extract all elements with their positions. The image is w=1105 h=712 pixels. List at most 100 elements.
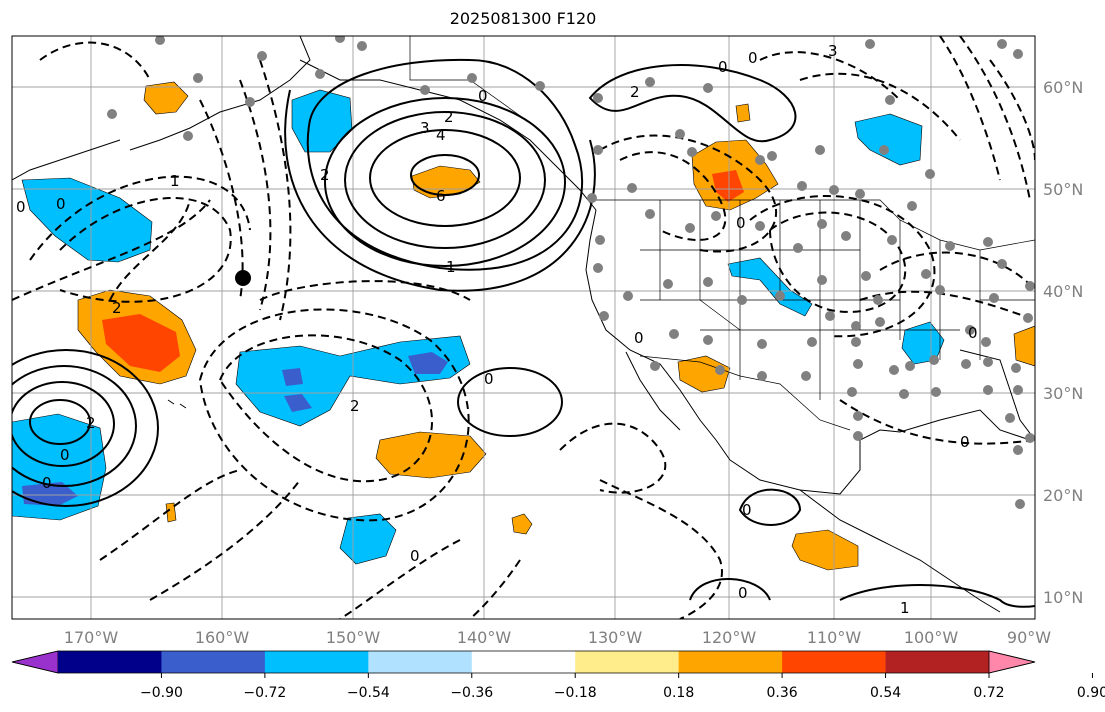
colorbar-tick-label: −0.72 — [243, 685, 286, 701]
latitude-labels: 60°N 50°N 40°N 30°N 20°N 10°N — [1043, 78, 1083, 607]
colorbar-segment — [264, 651, 369, 673]
svg-text:0: 0 — [60, 446, 70, 464]
graticule — [12, 36, 1035, 619]
colorbar-tick-label: −0.36 — [450, 685, 493, 701]
coastlines — [12, 36, 1035, 613]
state-lines — [640, 200, 1035, 400]
shade-orange-region — [165, 502, 177, 523]
colorbar-tick-label: −0.54 — [347, 685, 390, 701]
mexico-gulf-coast — [729, 409, 1031, 495]
lat-label: 50°N — [1043, 180, 1083, 199]
map-title: 2025081300 F120 — [449, 9, 597, 28]
colorbar-ticks: −0.90 −0.72 −0.54 −0.36 −0.18 0.18 0.36 0.54 0.7… — [140, 673, 1105, 701]
colorbar-segment — [782, 651, 887, 673]
shade-blue-region — [339, 513, 397, 565]
svg-text:0: 0 — [56, 195, 66, 213]
lon-label: 160°W — [195, 628, 250, 647]
shade-red-region — [102, 314, 180, 372]
lat-label: 20°N — [1043, 486, 1083, 505]
baja-california — [625, 351, 681, 431]
svg-text:0: 0 — [748, 49, 758, 67]
shade-blue-region — [727, 257, 813, 317]
svg-text:0: 0 — [410, 547, 420, 565]
shade-blue-region — [854, 113, 923, 166]
aleutian-islands — [12, 139, 121, 181]
lon-label: 130°W — [588, 628, 643, 647]
svg-text:2: 2 — [444, 108, 454, 126]
svg-text:0: 0 — [718, 58, 728, 76]
shade-dark-blue-region — [22, 482, 78, 506]
svg-text:1: 1 — [446, 258, 456, 276]
svg-text:0: 0 — [16, 198, 26, 216]
shade-dark-blue-region — [284, 394, 312, 412]
svg-text:1: 1 — [900, 599, 910, 617]
shade-dark-blue-region — [282, 368, 303, 386]
lat-label: 40°N — [1043, 282, 1083, 301]
dashed-contours — [12, 36, 1035, 619]
map-content: 0 2 3 4 6 1 2 2 3 0 0 1 2 0 0 2 0 0 0 0 … — [12, 36, 1035, 619]
shade-orange-region — [735, 103, 751, 123]
colorbar: −0.90 −0.72 −0.54 −0.36 −0.18 0.18 0.36 0.54 0.7… — [11, 650, 1105, 701]
colorbar-segment — [575, 651, 680, 673]
colorbar-segment — [161, 651, 266, 673]
colorbar-segment — [471, 651, 576, 673]
colorbar-extend-max — [988, 650, 1036, 674]
colorbar-tick-label: −0.90 — [140, 685, 183, 701]
colorbar-tick-label: 0.36 — [767, 685, 798, 701]
shade-orange-region — [511, 513, 533, 535]
svg-text:0: 0 — [738, 584, 748, 602]
lon-label: 110°W — [807, 628, 862, 647]
svg-text:0: 0 — [742, 501, 752, 519]
colorbar-segment — [678, 651, 783, 673]
station-dots — [107, 36, 1035, 509]
svg-text:4: 4 — [436, 126, 446, 144]
shade-orange-region — [1013, 325, 1035, 367]
us-canada-border — [596, 199, 1035, 251]
lon-label: 140°W — [457, 628, 512, 647]
svg-text:1: 1 — [170, 172, 180, 190]
shade-orange-region — [143, 81, 189, 115]
colorbar-tick-label: 0.72 — [973, 685, 1004, 701]
lon-label: 100°W — [904, 628, 959, 647]
low-center-marker — [235, 270, 251, 286]
colorbar-extend-min — [11, 650, 59, 674]
lon-label: 150°W — [326, 628, 381, 647]
svg-text:0: 0 — [478, 87, 488, 105]
svg-text:0: 0 — [634, 329, 644, 347]
north-america-west-coast — [585, 209, 731, 461]
lat-label: 10°N — [1043, 588, 1083, 607]
shade-orange-region — [791, 529, 859, 571]
colorbar-tick-label: 0.90 — [1077, 685, 1105, 701]
svg-text:2: 2 — [320, 166, 330, 184]
alaska-coast — [129, 36, 597, 211]
shade-orange-region — [677, 355, 731, 393]
svg-text:2: 2 — [86, 414, 96, 432]
lat-label: 60°N — [1043, 78, 1083, 97]
lon-label: 170°W — [64, 628, 119, 647]
longitude-labels: 170°W 160°W 150°W 140°W 130°W 120°W 110°… — [64, 628, 1051, 647]
solid-contours — [12, 58, 1035, 608]
shade-orange-region — [375, 431, 487, 479]
central-america — [799, 489, 1001, 613]
lon-label: 90°W — [1007, 628, 1051, 647]
boundaries — [409, 36, 1035, 431]
shade-blue-region — [21, 177, 153, 263]
colorbar-tick-label: −0.18 — [554, 685, 597, 701]
shaded-regions — [12, 81, 1035, 571]
svg-text:2: 2 — [630, 83, 640, 101]
lon-label: 120°W — [702, 628, 757, 647]
colorbar-tick-label: 0.18 — [663, 685, 694, 701]
svg-text:0: 0 — [968, 324, 978, 342]
svg-text:0: 0 — [736, 214, 746, 232]
svg-text:0: 0 — [960, 433, 970, 451]
lat-label: 30°N — [1043, 384, 1083, 403]
contour-labels: 0 2 3 4 6 1 2 2 3 0 0 1 2 0 0 2 0 0 0 0 … — [16, 42, 978, 617]
colorbar-segment — [885, 651, 990, 673]
colorbar-tick-label: 0.54 — [870, 685, 901, 701]
alaska-border — [409, 36, 541, 131]
gulf-florida — [959, 349, 1035, 441]
svg-text:6: 6 — [436, 187, 446, 205]
map-frame — [11, 35, 1036, 620]
colorbar-segment — [58, 651, 162, 673]
